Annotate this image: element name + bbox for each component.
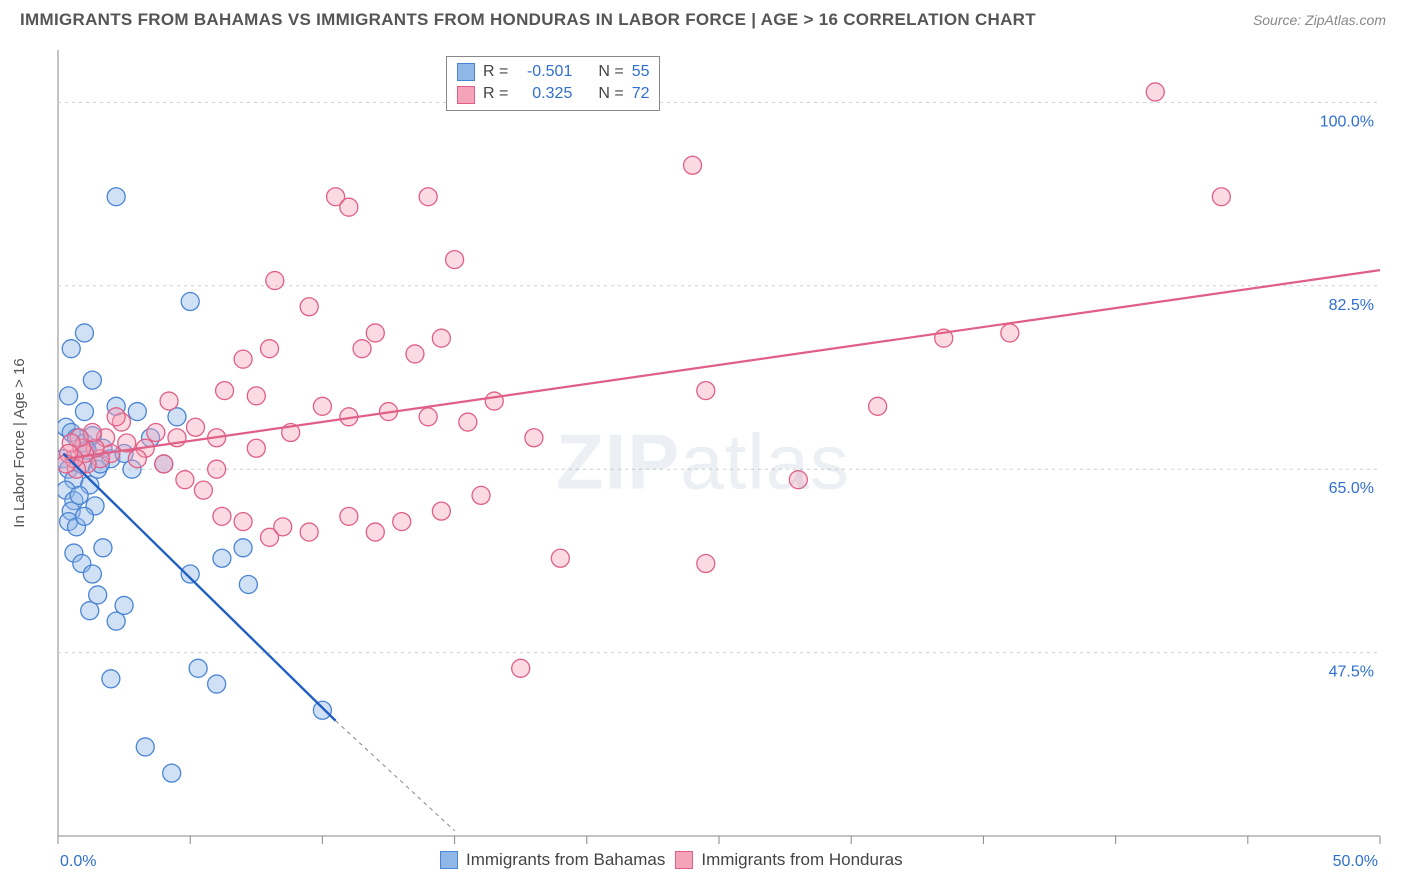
legend-r-label: R = — [483, 61, 508, 83]
legend-swatch — [675, 851, 693, 869]
legend-series-label: Immigrants from Honduras — [701, 850, 902, 870]
legend-r-value: 0.325 — [516, 83, 572, 105]
legend-swatch — [457, 63, 475, 81]
legend-stat-row: R = 0.325 N = 72 — [457, 83, 649, 105]
legend-series-label: Immigrants from Bahamas — [466, 850, 665, 870]
legend-series-item: Immigrants from Bahamas — [440, 850, 665, 870]
svg-text:47.5%: 47.5% — [1329, 664, 1374, 681]
svg-text:50.0%: 50.0% — [1333, 853, 1378, 870]
svg-text:82.5%: 82.5% — [1329, 297, 1374, 314]
legend-swatch — [457, 86, 475, 104]
svg-text:100.0%: 100.0% — [1320, 113, 1374, 130]
legend-r-label: R = — [483, 83, 508, 105]
legend-r-value: -0.501 — [516, 61, 572, 83]
legend-swatch — [440, 851, 458, 869]
svg-text:0.0%: 0.0% — [60, 853, 96, 870]
svg-text:65.0%: 65.0% — [1329, 480, 1374, 497]
legend-stat-row: R = -0.501 N = 55 — [457, 61, 649, 83]
source-label: Source: ZipAtlas.com — [1253, 12, 1386, 28]
legend-n-label: N = — [598, 61, 623, 83]
legend-n-value: 55 — [632, 61, 650, 83]
legend-statistics: R = -0.501 N = 55 R = 0.325 N = 72 — [446, 56, 660, 111]
legend-n-value: 72 — [632, 83, 650, 105]
correlation-scatter-chart: 47.5% 65.0% 82.5% 100.0% 0.0% 50.0% In Labor F… — [0, 36, 1406, 888]
legend-series-item: Immigrants from Honduras — [675, 850, 902, 870]
series-honduras — [57, 83, 1230, 677]
legend-series: Immigrants from Bahamas Immigrants from H… — [440, 850, 903, 870]
chart-title: IMMIGRANTS FROM BAHAMAS VS IMMIGRANTS FR… — [20, 10, 1036, 30]
title-bar: IMMIGRANTS FROM BAHAMAS VS IMMIGRANTS FR… — [0, 0, 1406, 36]
chart-container: 47.5% 65.0% 82.5% 100.0% 0.0% 50.0% In Labor F… — [0, 36, 1406, 888]
svg-text:In Labor Force | Age > 16: In Labor Force | Age > 16 — [11, 358, 28, 527]
legend-n-label: N = — [598, 83, 623, 105]
